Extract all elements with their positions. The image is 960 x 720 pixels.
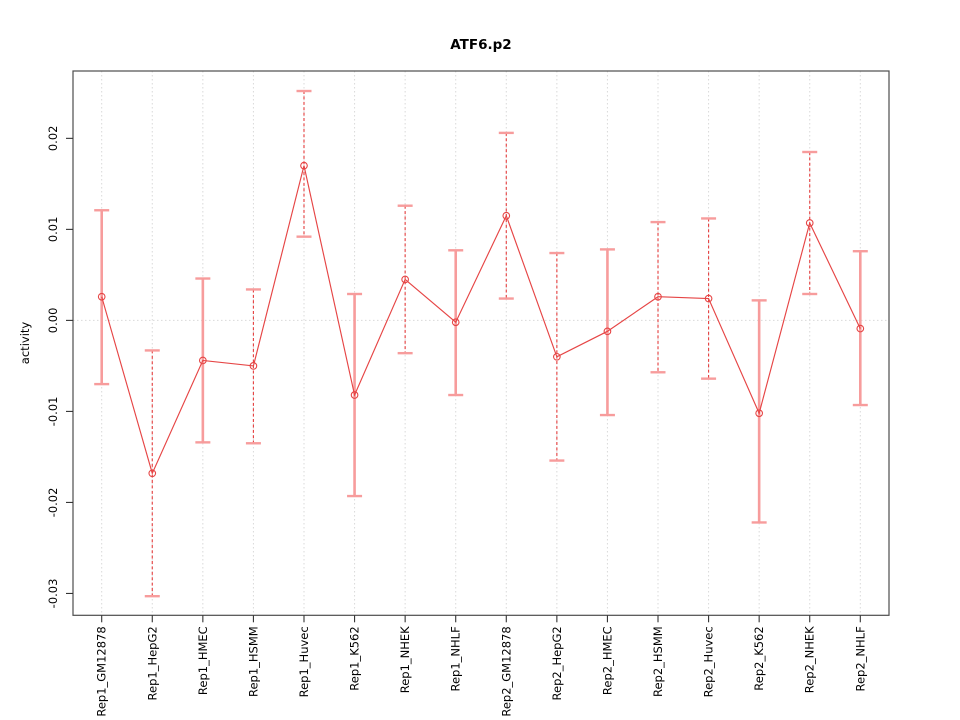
data-point-marker	[300, 161, 308, 170]
x-tick-label: Rep1_NHLF	[449, 626, 463, 691]
y-tick-label: 0.02	[46, 126, 60, 152]
x-tick-label: Rep1_K562	[348, 626, 362, 690]
data-point-marker	[198, 356, 207, 365]
y-tick-label: 0.01	[46, 217, 60, 243]
axis-ticks	[66, 137, 861, 623]
plot-border	[72, 70, 890, 616]
x-tick-label: Rep1_HSMM	[246, 626, 260, 697]
data-point-marker	[451, 318, 460, 327]
x-tick-label: Rep1_GM12878	[95, 626, 109, 716]
x-tick-label: Rep1_HMEC	[196, 626, 210, 695]
data-point-marker	[603, 327, 612, 336]
x-tick-label: Rep1_Huvec	[297, 626, 311, 697]
data-point-marker	[755, 409, 764, 418]
x-tick-label: Rep2_NHLF	[853, 626, 867, 691]
error-bars	[94, 89, 868, 598]
gridlines	[73, 71, 889, 616]
x-tick-label: Rep2_GM12878	[499, 626, 513, 716]
x-tick-label: Rep2_HepG2	[550, 626, 564, 700]
data-point-marker	[553, 352, 561, 361]
data-point-marker	[350, 391, 359, 399]
x-tick-label: Rep2_HSMM	[651, 626, 665, 697]
data-point-marker	[502, 211, 511, 220]
x-tick-label: Rep2_HMEC	[600, 626, 614, 695]
data-point-marker	[97, 292, 106, 301]
data-point-marker	[148, 469, 157, 478]
y-tick-label: 0.00	[46, 308, 60, 334]
y-axis-label: activity	[18, 322, 32, 365]
y-tick-label: -0.01	[46, 397, 60, 427]
x-tick-label: Rep2_NHEK	[803, 626, 817, 693]
plot-box	[72, 70, 890, 616]
data-point-marker	[401, 275, 409, 284]
y-tick-label: -0.03	[46, 579, 60, 609]
x-tick-label: Rep1_NHEK	[398, 626, 412, 693]
series-line	[101, 165, 861, 475]
series-polyline	[101, 165, 861, 475]
x-tick-label: Rep2_K562	[752, 626, 766, 690]
x-tick-label: Rep2_Huvec	[702, 626, 716, 697]
x-tick-label: Rep1_HepG2	[145, 626, 159, 700]
axis-tick-labels: 0.02 0.01 0.00 -0.01 -0.02 -0.03 Rep1_GM12878 R…	[46, 126, 867, 717]
data-point-marker	[654, 292, 662, 301]
data-point-marker	[249, 362, 258, 370]
data-point-marker	[805, 219, 814, 227]
chart-title: ATF6.p2	[450, 37, 511, 53]
y-tick-label: -0.02	[46, 488, 60, 518]
data-point-marker	[856, 324, 865, 333]
data-point-marker	[704, 294, 713, 303]
data-point-markers	[97, 161, 865, 478]
